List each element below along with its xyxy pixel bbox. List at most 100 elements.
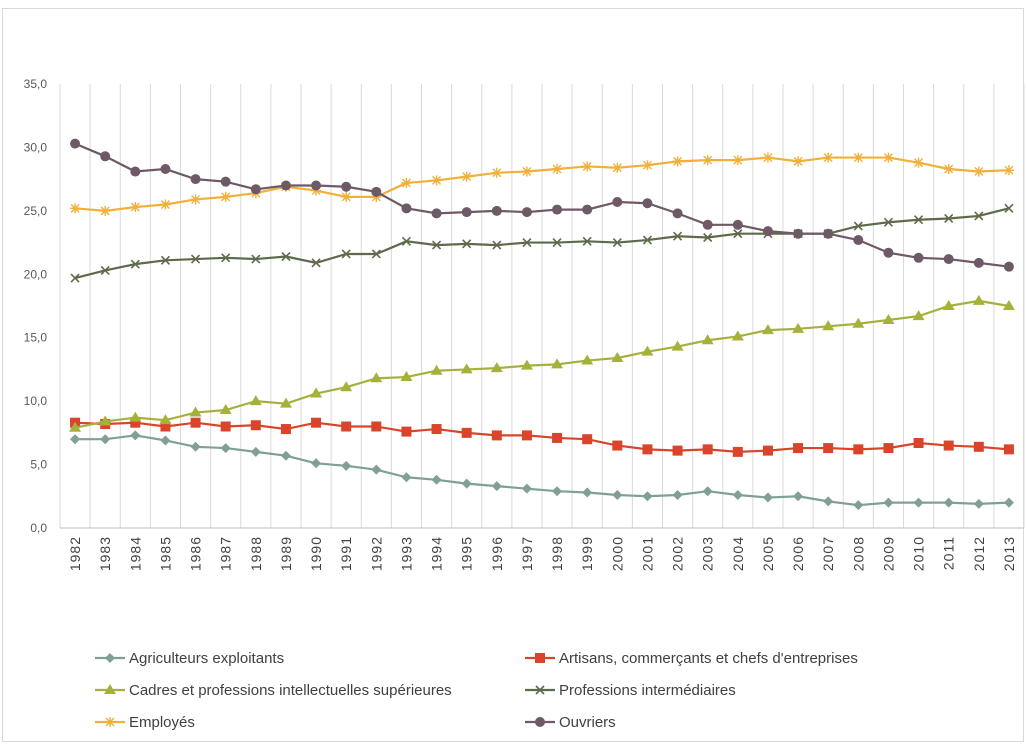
data-point xyxy=(823,152,834,163)
data-point xyxy=(883,247,894,258)
data-point xyxy=(100,434,111,445)
data-point xyxy=(793,443,804,454)
data-point xyxy=(852,317,865,328)
data-point xyxy=(462,239,472,249)
data-point xyxy=(1003,444,1014,455)
data-point xyxy=(461,207,472,218)
data-point xyxy=(732,155,743,166)
legend-item: Employés xyxy=(95,714,195,731)
data-point xyxy=(251,254,261,264)
data-point xyxy=(612,440,623,451)
data-point xyxy=(642,444,653,455)
data-point xyxy=(311,185,322,196)
x-tick-label: 2007 xyxy=(820,536,836,571)
data-point xyxy=(401,426,412,437)
data-point xyxy=(430,364,443,375)
data-point xyxy=(220,421,231,432)
data-point xyxy=(913,157,924,168)
y-tick-label: 30,0 xyxy=(24,140,48,154)
data-point xyxy=(552,238,562,248)
data-point xyxy=(431,175,442,186)
series-2 xyxy=(69,294,1015,432)
data-point xyxy=(672,445,683,456)
data-point xyxy=(431,240,442,250)
series-line xyxy=(75,421,1010,453)
x-tick-label: 2002 xyxy=(670,536,686,571)
series-5 xyxy=(70,138,1014,272)
x-tick-label: 1986 xyxy=(188,536,204,571)
series-line xyxy=(74,156,1009,212)
data-point xyxy=(972,294,985,305)
data-point xyxy=(100,265,110,276)
data-point xyxy=(521,166,532,177)
data-point xyxy=(341,249,351,259)
data-point xyxy=(280,180,291,191)
data-point xyxy=(129,411,142,422)
data-point xyxy=(522,238,532,248)
data-point xyxy=(341,421,352,432)
data-point xyxy=(1003,165,1014,176)
data-point xyxy=(190,174,201,185)
legend-label: Professions intermédiaires xyxy=(559,682,736,699)
data-point xyxy=(371,191,382,202)
data-point xyxy=(552,486,563,497)
data-point xyxy=(793,156,804,167)
x-tick-label: 1988 xyxy=(248,536,264,571)
data-point xyxy=(491,205,502,216)
data-point xyxy=(912,310,925,321)
data-point xyxy=(130,430,141,441)
data-point xyxy=(672,490,683,501)
legend-item: Cadres et professions intellectuelles su… xyxy=(95,682,452,699)
legend-label: Employés xyxy=(129,714,195,731)
x-tick-label: 1998 xyxy=(549,536,565,571)
data-point xyxy=(492,240,502,250)
legend: Agriculteurs exploitants Artisans, commer… xyxy=(95,650,858,731)
data-point xyxy=(521,207,532,218)
data-point xyxy=(612,162,623,173)
data-point xyxy=(461,427,472,438)
legend-item: Ouvriers xyxy=(525,714,616,731)
data-point xyxy=(105,717,115,727)
x-tick-label: 2008 xyxy=(850,536,866,571)
x-tick-label: 1989 xyxy=(278,536,294,571)
data-point xyxy=(612,238,622,248)
data-point xyxy=(431,424,442,435)
data-point xyxy=(250,420,261,431)
data-point xyxy=(221,253,231,263)
legend-item: Professions intermédiaires xyxy=(525,682,736,699)
data-point xyxy=(104,684,116,694)
data-point xyxy=(371,421,382,432)
x-tick-label: 1993 xyxy=(398,536,414,571)
data-point xyxy=(250,446,261,457)
data-point xyxy=(642,235,653,245)
data-point xyxy=(612,196,623,207)
data-point xyxy=(281,251,291,262)
data-point xyxy=(552,163,563,174)
data-point xyxy=(490,362,503,373)
data-point xyxy=(762,152,773,163)
x-tick-label: 1995 xyxy=(459,536,475,571)
data-point xyxy=(793,491,804,502)
data-point xyxy=(311,258,321,268)
data-point xyxy=(642,491,653,502)
data-point xyxy=(70,273,80,283)
legend-label: Artisans, commerçants et chefs d'entrepr… xyxy=(559,650,858,667)
x-tick-label: 1992 xyxy=(368,536,384,571)
data-point xyxy=(642,160,653,171)
legend-item: Artisans, commerçants et chefs d'entrepr… xyxy=(525,650,858,667)
data-point xyxy=(310,387,323,398)
series-line xyxy=(75,434,1009,507)
data-point xyxy=(792,322,805,333)
x-tick-label: 1983 xyxy=(97,536,113,571)
data-point xyxy=(220,191,231,202)
data-point xyxy=(371,249,381,259)
x-tick-label: 2005 xyxy=(760,536,776,571)
data-point xyxy=(400,371,413,382)
data-point xyxy=(823,228,834,239)
data-point xyxy=(521,430,532,441)
data-point xyxy=(642,198,653,209)
data-point xyxy=(160,255,171,265)
y-tick-label: 20,0 xyxy=(24,267,48,281)
data-point xyxy=(341,460,352,471)
data-point xyxy=(189,406,202,417)
